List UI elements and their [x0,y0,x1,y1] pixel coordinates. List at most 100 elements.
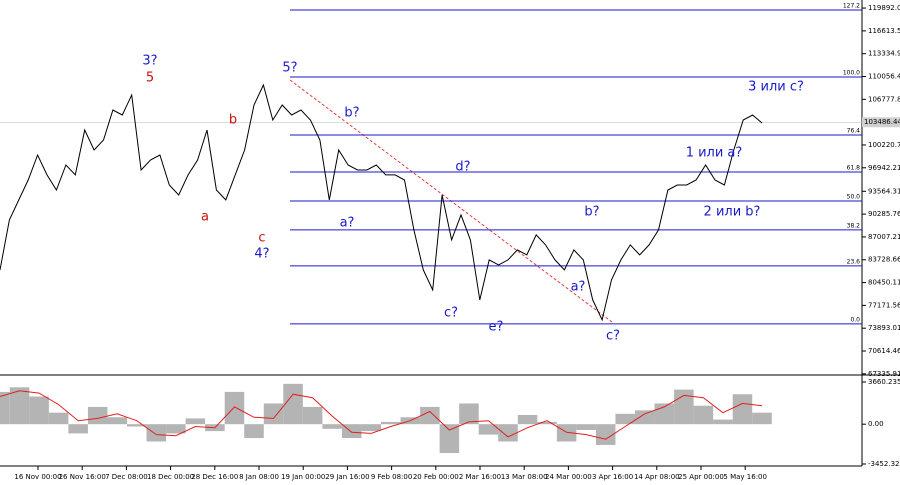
osc-bar [127,424,147,427]
y-tick-label: 116613.51 [868,27,900,35]
osc-bar [693,405,714,425]
y-tick-label: 80450.11 [868,279,900,287]
osc-bar [732,394,753,425]
y-tick-label: 110056.41 [868,73,900,81]
fib-label: 38.2 [847,222,861,229]
osc-bar [87,406,108,425]
wave-label: b? [584,205,599,220]
wave-label: c? [444,306,458,321]
wave-label: 3? [142,54,157,69]
x-tick-label: 20 Feb 00:00 [413,473,459,481]
y-tick-label: 73893.01 [868,324,900,332]
wave-label: a? [571,280,586,295]
signal-line [0,390,763,440]
y-tick-label: 113334.96 [868,50,900,58]
osc-bar [498,424,518,442]
osc-bar [439,424,460,454]
y-tick-label: 100220.76 [868,141,900,149]
osc-bar [0,391,10,425]
osc-bar [420,406,440,425]
osc-bar [224,391,245,425]
osc-bar [146,424,167,442]
y-tick-label: 96942.21 [868,164,900,172]
x-tick-label: 2 Mar 16:00 [459,473,501,481]
x-tick-label: 7 Dec 08:00 [105,473,148,481]
fib-label: 0.0 [850,316,860,323]
x-tick-label: 29 Jan 16:00 [325,473,369,481]
osc-bar [381,421,401,425]
x-tick-label: 18 Dec 00:00 [147,473,194,481]
osc-bar [576,424,596,430]
current-price-label: 103486.44 [864,118,900,126]
x-tick-label: 25 Apr 00:00 [678,473,724,481]
osc-bar [185,418,206,425]
osc-bar [48,412,69,425]
osc-bar [459,403,479,425]
x-tick-label: 14 Apr 08:00 [634,473,680,481]
wave-label: 5 [146,71,154,86]
osc-bar [302,406,323,425]
osc-bar [263,403,284,425]
wave-label: b [229,113,237,128]
osc-bar [537,421,557,425]
y-tick-label: 83728.66 [868,256,900,264]
x-tick-label: 9 Feb 08:00 [371,473,412,481]
wave-label: 5? [282,61,297,76]
wave-label: a [201,210,209,225]
y-tick-label: 67335.91 [868,370,900,378]
fib-label: 76.4 [847,127,861,134]
wave-label: d? [455,160,470,175]
osc-bar [361,424,381,432]
current-price-box [862,117,900,128]
fib-label: 100.0 [843,70,860,77]
y-tick-label: 77171.56 [868,301,900,309]
y-tick-label: 3660.235 [868,378,900,386]
wave-label: 1 или a? [686,146,743,161]
osc-bar [595,424,616,445]
fib-label: 23.6 [847,258,861,265]
fib-label: 50.0 [847,193,861,200]
osc-bar [322,424,342,429]
fib-label: 127.2 [843,3,860,10]
wave-label: c? [606,329,620,344]
osc-bar [556,424,577,442]
y-tick-label: 90285.76 [868,210,900,218]
x-tick-label: 8 Jan 08:00 [239,473,279,481]
x-tick-label: 24 Mar 00:00 [545,473,592,481]
y-tick-label: 87007.21 [868,233,900,241]
wave-label: a? [340,216,355,231]
osc-bar [9,387,30,425]
osc-bar [29,396,49,425]
osc-bar [166,424,186,434]
osc-bar [615,413,635,425]
osc-bar [478,424,499,435]
wave-label: e? [489,320,504,335]
wave-label: 4? [254,247,269,262]
wave-label: 2 или b? [704,205,761,220]
x-tick-label: 19 Jan 00:00 [281,473,325,481]
wave-label: 3 или c? [748,80,804,95]
x-tick-label: 5 May 16:00 [723,473,767,481]
y-tick-label: 70614.46 [868,347,900,355]
osc-bar [752,412,772,425]
y-tick-label: 106777.86 [868,95,900,103]
osc-bar [68,424,88,434]
x-tick-label: 13 Mar 08:00 [501,473,548,481]
y-tick-label: 119892.05 [868,4,900,12]
y-tick-label: -3452.32 [868,460,899,468]
x-tick-label: 28 Dec 16:00 [191,473,238,481]
fib-label: 61.8 [847,164,861,171]
wave-label: c [258,231,265,246]
y-tick-label: 93564.31 [868,187,900,195]
x-tick-label: 16 Nov 00:00 [14,473,61,481]
osc-bar [674,389,694,425]
osc-bar [517,414,538,425]
osc-bar [107,417,127,425]
osc-bar [635,410,655,425]
x-tick-label: 3 Apr 16:00 [592,473,633,481]
y-tick-label: 0.00 [868,420,884,428]
x-tick-label: 26 Nov 16:00 [59,473,106,481]
osc-bar [283,383,303,425]
